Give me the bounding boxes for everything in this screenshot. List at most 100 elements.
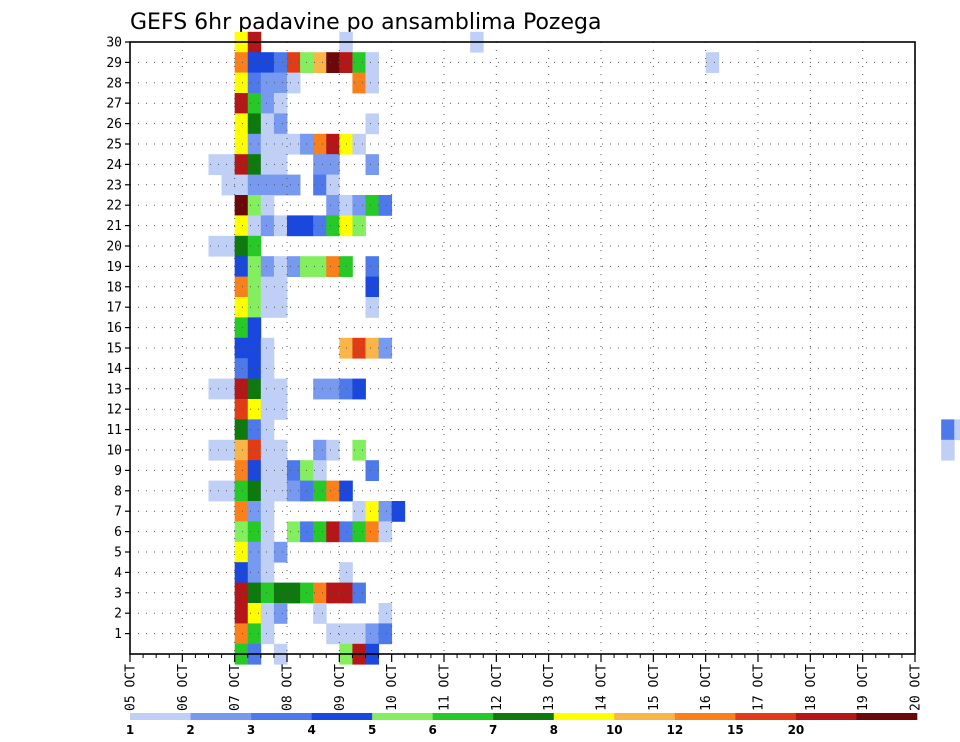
heatmap-cell — [352, 521, 366, 543]
y-tick-label: 13 — [106, 382, 122, 397]
heatmap-cell — [234, 521, 249, 543]
y-tick-label: 11 — [106, 423, 122, 438]
grid-lines — [130, 42, 915, 654]
heatmap-cell — [352, 72, 366, 94]
y-tick-label: 5 — [114, 546, 122, 561]
x-tick-label: 19 OCT — [856, 664, 871, 711]
heatmap-cell — [313, 439, 327, 461]
heatmap-cell — [260, 93, 275, 114]
chart-title: GEFS 6hr padavine po ansamblima Pozega — [130, 10, 601, 35]
heatmap-cell — [247, 52, 275, 73]
heatmap-cell — [234, 501, 249, 522]
heatmap-cell — [260, 358, 275, 379]
heatmap-cell — [247, 256, 262, 277]
x-tick-label: 12 OCT — [490, 664, 505, 711]
heatmap-cell — [247, 133, 262, 155]
x-tick-label: 07 OCT — [228, 664, 243, 711]
y-tick-label: 21 — [106, 219, 122, 234]
legend-tick-label: 1 — [126, 723, 134, 737]
heatmap-cell — [352, 195, 366, 216]
heatmap-cell — [234, 52, 249, 73]
heatmap-cell — [365, 72, 379, 94]
heatmap-cell — [247, 378, 262, 400]
x-tick-label: 13 OCT — [542, 664, 557, 711]
heatmap-cell — [247, 521, 262, 543]
y-tick-label: 15 — [106, 342, 122, 357]
heatmap-cell — [247, 235, 262, 257]
heatmap-cell — [234, 541, 249, 563]
heatmap-cell — [260, 113, 275, 135]
y-tick-label: 27 — [106, 97, 122, 112]
heatmap-cell — [365, 154, 379, 175]
legend-swatch — [251, 713, 312, 720]
heatmap-cell — [287, 521, 301, 543]
heatmap-cell — [326, 154, 340, 175]
x-tick-label: 11 OCT — [438, 664, 453, 711]
heatmap-cell — [260, 154, 275, 175]
heatmap-cell — [221, 378, 236, 400]
y-tick-label: 6 — [114, 525, 122, 540]
heatmap-cell — [247, 358, 262, 379]
heatmap-cell — [234, 480, 249, 502]
heatmap-cell — [378, 623, 393, 645]
heatmap-cell — [326, 582, 353, 604]
heatmap-cell — [221, 174, 236, 196]
heatmap-cell — [234, 174, 249, 196]
x-tick-label: 16 OCT — [699, 664, 714, 711]
heatmap-cell — [326, 480, 340, 502]
heatmap-cell — [247, 399, 262, 420]
y-tick-label: 1 — [114, 627, 122, 642]
heatmap-cell — [234, 378, 249, 400]
legend-swatch — [614, 713, 676, 720]
y-tick-label: 23 — [106, 178, 122, 193]
legend-tick-label: 3 — [247, 723, 255, 737]
heatmap-cell — [273, 460, 288, 481]
heatmap-cell — [273, 93, 288, 114]
y-tick-label: 18 — [106, 280, 122, 295]
heatmap-cell — [234, 235, 249, 257]
heatmap-cell — [208, 235, 222, 257]
heatmap-cell — [313, 378, 340, 400]
heatmap-cell — [326, 174, 340, 196]
heatmap-cell — [260, 337, 275, 359]
heatmap-cell — [365, 52, 379, 73]
heatmap-cell — [326, 215, 340, 237]
heatmap-cell — [260, 603, 275, 624]
heatmap-cell — [313, 603, 327, 624]
heatmap-cell — [287, 256, 301, 277]
heatmap-cell — [208, 154, 222, 175]
heatmap-cell — [260, 133, 301, 155]
heatmap-cell — [260, 562, 275, 583]
heatmap-cell — [234, 256, 249, 277]
heatmap-cell — [247, 195, 262, 216]
heatmap-cell — [378, 603, 393, 624]
heatmap-cell — [273, 582, 301, 604]
heatmap-cell — [234, 195, 249, 216]
heatmap-cell — [365, 623, 379, 645]
heatmap-cell — [234, 358, 249, 379]
heatmap-cell — [247, 297, 262, 318]
heatmap-cell — [378, 195, 393, 216]
legend-tick-label: 10 — [606, 723, 623, 737]
legend-swatch — [130, 713, 191, 720]
heatmap-cell — [260, 195, 275, 216]
heatmap-cell — [365, 113, 379, 135]
legend-tick-label: 20 — [788, 723, 805, 737]
color-legend: 1 2 3 4 5 6 7 8 10 12 15 20 — [126, 713, 918, 737]
y-tick-label: 3 — [114, 586, 122, 601]
heatmap-cell — [247, 72, 262, 94]
x-tick-label: 15 OCT — [647, 664, 662, 711]
heatmap-cell — [326, 195, 340, 216]
legend-tick-label: 4 — [307, 723, 315, 737]
y-tick-label: 17 — [106, 301, 122, 316]
heatmap-cell — [247, 113, 262, 135]
heatmap-cell — [234, 276, 249, 298]
heatmap-cell — [247, 154, 262, 175]
legend-tick-label: 7 — [489, 723, 497, 737]
legend-swatch — [493, 713, 555, 720]
heatmap-cell — [326, 439, 340, 461]
heatmap-cell — [234, 623, 249, 645]
y-tick-label: 29 — [106, 56, 122, 71]
heatmap-cell — [378, 521, 393, 543]
x-tick-label: 08 OCT — [281, 664, 296, 711]
